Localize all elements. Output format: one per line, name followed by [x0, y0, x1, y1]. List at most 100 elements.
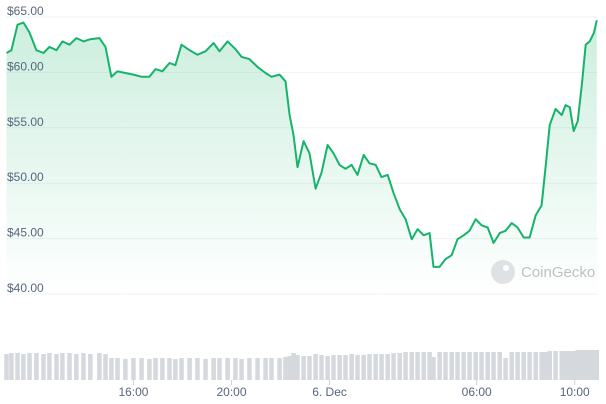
volume-bar	[379, 354, 384, 380]
volume-bar	[479, 352, 484, 380]
volume-bar	[491, 352, 496, 380]
volume-bar	[521, 352, 526, 380]
watermark: CoinGecko	[491, 260, 595, 284]
price-line	[6, 20, 598, 268]
volume-bar	[283, 357, 288, 380]
x-tick-label: 16:00	[118, 385, 148, 399]
volume-bar	[591, 350, 597, 380]
y-tick-label: $50.00	[7, 170, 44, 184]
volume-bar	[247, 358, 252, 380]
volume-bar	[391, 353, 396, 380]
volume-bar	[109, 358, 114, 380]
volume-bar	[527, 352, 532, 380]
volume-bar	[60, 353, 65, 380]
volume-bar	[233, 358, 238, 380]
volume-bar	[34, 353, 39, 380]
x-tick-label: 6. Dec	[312, 385, 347, 399]
volume-bar	[103, 354, 108, 380]
volume-bar	[269, 358, 274, 380]
volume-bar	[115, 358, 120, 380]
volume-bar	[74, 354, 79, 380]
volume-bar	[571, 351, 577, 380]
volume-bar	[361, 355, 366, 380]
volume-bar	[287, 356, 292, 380]
volume-bar	[173, 359, 178, 380]
volume-bar	[307, 356, 312, 380]
volume-bar	[97, 353, 102, 380]
volume-bar	[547, 351, 552, 380]
volume-bar	[427, 352, 432, 380]
volume-bar	[21, 354, 26, 380]
volume-bar	[385, 354, 390, 380]
volume-bar	[187, 358, 192, 380]
volume-bar	[567, 351, 573, 380]
series	[6, 20, 598, 295]
volume-bar	[403, 352, 408, 380]
volume-bar	[575, 350, 580, 380]
volume-bar	[559, 351, 564, 380]
volume-bar	[449, 352, 454, 380]
volume-bar	[139, 358, 144, 380]
volume-bar	[437, 352, 442, 380]
volume-bar	[583, 350, 589, 380]
volume-bar	[443, 352, 448, 380]
volume-bar	[533, 352, 539, 380]
x-tick-label: 10:00	[560, 385, 590, 399]
volume-bar	[415, 352, 420, 380]
volume-bar	[27, 353, 32, 380]
volume-bar	[81, 353, 86, 380]
volume-bar	[467, 352, 472, 380]
volume-bar	[301, 356, 306, 380]
volume-bar	[295, 355, 300, 380]
volume-bar	[503, 358, 508, 380]
volume-bar	[485, 352, 490, 380]
volume-bar	[4, 354, 9, 380]
watermark-text: CoinGecko	[521, 264, 595, 281]
volume-bar	[539, 352, 544, 380]
volume-bar	[543, 352, 549, 380]
watermark-logo	[491, 260, 515, 284]
x-tick-label: 20:00	[217, 385, 247, 399]
volume-bar	[225, 358, 230, 380]
y-tick-label: $45.00	[7, 226, 44, 240]
volume-bar	[337, 355, 342, 380]
volume-bar	[563, 351, 568, 380]
volume-bar	[431, 357, 436, 380]
volume-bar	[397, 353, 402, 380]
volume-bar	[67, 353, 72, 380]
volume-bar	[579, 350, 585, 380]
volume-bar	[455, 352, 460, 380]
volume-bar	[217, 358, 222, 380]
volume-bar	[160, 358, 165, 380]
volume-bar	[131, 358, 136, 380]
volume-bar	[349, 354, 354, 380]
volume-bar	[325, 356, 330, 380]
volume-bar	[409, 352, 414, 380]
volume-bar	[355, 355, 360, 380]
volume-bar	[41, 354, 46, 380]
volume-bar	[255, 358, 260, 380]
volume-bar	[211, 358, 216, 380]
volume-bar	[587, 350, 592, 380]
volume-bar	[461, 352, 466, 380]
volume-bar	[594, 350, 600, 380]
volume-bar	[331, 355, 336, 380]
watermark-logo-eye	[503, 265, 509, 271]
volume-bar	[367, 354, 372, 380]
volume-bar	[291, 353, 296, 380]
volume-bar	[147, 359, 152, 380]
volume-bar	[239, 359, 244, 380]
volume-bar	[473, 352, 478, 380]
volume-bar	[88, 354, 93, 380]
volume-bar	[123, 359, 128, 380]
labels: $40.00 $45.00 $50.00 $55.00 $60.00 $65.00 16:0…	[7, 4, 590, 399]
volume-bar	[263, 358, 268, 380]
volume-bar	[553, 351, 558, 380]
price-area	[6, 20, 597, 295]
volume-bar	[47, 353, 52, 380]
volume-bar	[9, 353, 14, 380]
volume-bar	[277, 358, 282, 380]
y-tick-label: $60.00	[7, 59, 44, 73]
volume-bar	[515, 352, 520, 380]
